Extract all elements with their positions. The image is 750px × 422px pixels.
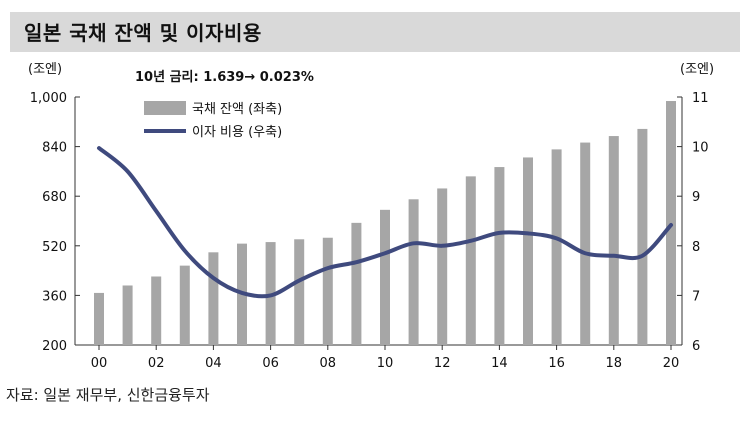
left-tick-label: 360 [42, 289, 67, 304]
bar [494, 167, 505, 345]
x-tick-label: 10 [377, 356, 394, 371]
title-bar: 일본 국채 잔액 및 이자비용 [10, 12, 740, 52]
x-tick-label: 18 [606, 356, 623, 371]
bar [380, 209, 390, 345]
right-tick-label: 11 [692, 91, 709, 106]
bar [523, 157, 533, 345]
bar [551, 149, 562, 345]
right-tick-label: 6 [692, 339, 700, 354]
source-note: 자료: 일본 재무부, 신한금융투자 [6, 386, 210, 404]
x-tick-label: 12 [434, 356, 451, 371]
left-axis-unit: (조엔) [28, 62, 63, 77]
bar [294, 239, 305, 345]
left-tick-label: 520 [42, 240, 67, 255]
bar [322, 237, 333, 345]
x-tick-label: 06 [262, 356, 279, 371]
x-tick-label: 20 [663, 356, 680, 371]
right-tick-label: 8 [692, 240, 700, 255]
bar [580, 142, 591, 345]
right-tick-label: 10 [692, 141, 709, 156]
left-tick-label: 1,000 [30, 91, 67, 106]
x-tick-label: 02 [148, 356, 165, 371]
bar [122, 285, 133, 345]
bar [94, 292, 104, 345]
right-axis-unit: (조엔) [680, 62, 715, 77]
bar [151, 276, 162, 345]
right-tick-label: 9 [692, 190, 700, 205]
left-tick-label: 200 [42, 339, 67, 354]
legend-bar-swatch [144, 101, 186, 115]
x-tick-label: 14 [491, 356, 508, 371]
interest-cost-line [97, 146, 673, 299]
rate-annotation: 10년 금리: 1.639→ 0.023% [135, 70, 314, 85]
chart-title: 일본 국채 잔액 및 이자비용 [24, 21, 262, 45]
x-tick-label: 00 [91, 356, 108, 371]
bar [608, 136, 619, 345]
bar [637, 128, 648, 345]
legend-bar-label: 국채 잔액 (좌축) [192, 102, 282, 117]
x-tick-label: 16 [548, 356, 565, 371]
left-tick-label: 840 [42, 141, 67, 156]
right-tick-label: 7 [692, 289, 700, 304]
bar [437, 188, 448, 345]
x-tick-label: 08 [320, 356, 337, 371]
bar [179, 265, 190, 345]
left-tick-label: 680 [42, 190, 67, 205]
bar [465, 176, 476, 345]
bar [208, 252, 219, 345]
x-tick-label: 04 [205, 356, 222, 371]
legend-line-label: 이자 비용 (우축) [192, 125, 282, 140]
bar [351, 222, 362, 345]
bar [408, 199, 419, 345]
